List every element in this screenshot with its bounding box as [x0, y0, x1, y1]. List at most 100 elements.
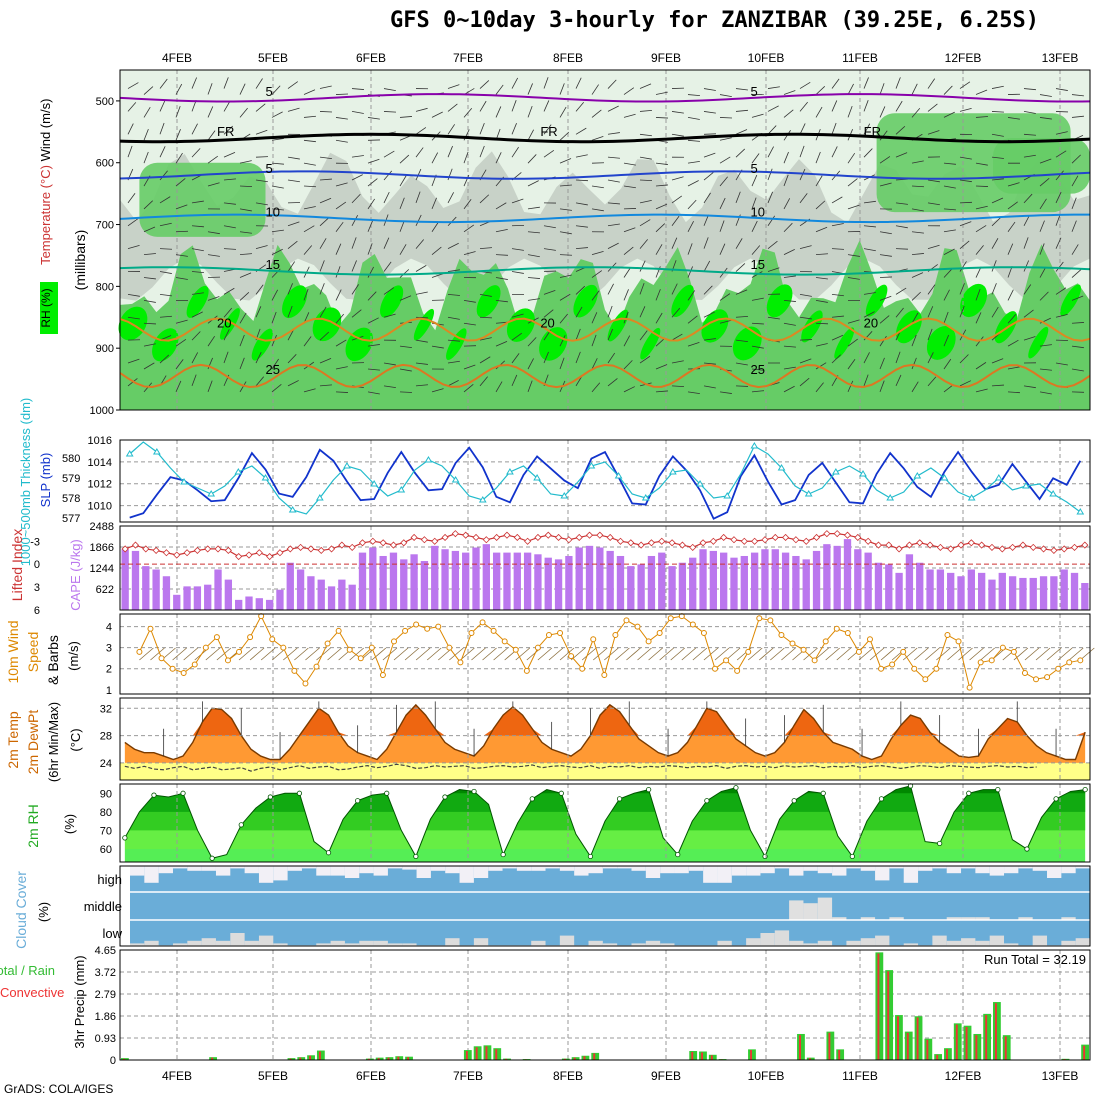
wind-barb: [1055, 150, 1067, 158]
wind-barb: [607, 105, 619, 112]
wind-barb: [495, 152, 502, 164]
wind-barb: [831, 122, 837, 135]
wind-barb: [223, 225, 236, 229]
wind-speed-marker: [180, 669, 187, 676]
cloud-high-clear: [316, 866, 331, 876]
cape-bar: [895, 572, 903, 610]
wind-barb: [511, 271, 524, 274]
lifted-index-marker: [967, 539, 975, 547]
precip-convective-bar: [799, 1035, 801, 1060]
cloud-high-clear: [287, 866, 302, 871]
wind-barb: [879, 182, 892, 187]
wind-barb: [383, 237, 390, 249]
wind-barb: [719, 156, 731, 164]
wind-barb: [1055, 287, 1067, 295]
wind-barb: [319, 238, 327, 249]
wind-barb: [175, 83, 183, 95]
cloud-low-cell: [746, 938, 761, 946]
wind-barb: [127, 82, 139, 89]
wind-barb: [831, 78, 840, 89]
grads-credit: GrADS: COLA/IGES: [4, 1082, 114, 1096]
lifted-index-marker: [482, 536, 490, 544]
wind-barb: [495, 277, 508, 280]
rh2m-marker: [558, 790, 564, 796]
cape-bar: [1008, 576, 1017, 610]
wind-barb: [303, 162, 316, 166]
date-label-top: 9FEB: [651, 51, 681, 65]
wind-barb: [1055, 214, 1061, 226]
wind-barb: [575, 285, 586, 295]
wind-speed-marker: [357, 655, 364, 662]
wind-barb: [783, 151, 789, 164]
wind-barb: [1055, 237, 1062, 249]
wind-barb: [831, 315, 844, 318]
wind-barb: [271, 185, 284, 189]
cloud-low-cell: [903, 943, 919, 946]
wind10m-barb: [559, 647, 575, 661]
wind-barb: [207, 155, 218, 164]
thickness-marker: [315, 494, 324, 501]
wind-barb: [911, 108, 921, 118]
wind-barb: [319, 217, 330, 227]
wind10m-barb: [238, 647, 254, 661]
date-label-bottom: 4FEB: [162, 1069, 192, 1083]
wind-barb: [975, 116, 988, 118]
rh2m-marker: [442, 794, 448, 800]
wind-barb: [959, 201, 973, 204]
wind-barb: [879, 231, 892, 235]
rh-saturated-blob: [413, 308, 435, 341]
wind-barb: [527, 83, 533, 95]
wind-barb: [527, 154, 537, 164]
precip-convective-bar: [309, 1055, 312, 1060]
wind10m-barb: [460, 647, 475, 661]
wind-barb: [687, 220, 694, 232]
wind10m-barb: [216, 647, 232, 661]
wind-barb: [911, 231, 924, 234]
wind-barb: [191, 292, 204, 295]
wind-barb: [399, 135, 412, 141]
wind-barb: [575, 154, 588, 158]
wind-barb: [367, 117, 380, 120]
wind-speed-marker: [723, 657, 730, 664]
wind-barb: [831, 146, 838, 158]
wind-barb: [127, 358, 140, 364]
wind-barb: [127, 316, 140, 320]
wind-barb: [1039, 117, 1052, 120]
wind-barb: [1071, 220, 1077, 232]
isotherm-label: 20: [540, 316, 554, 331]
wind-barb: [879, 315, 890, 324]
wind-barb: [895, 225, 908, 229]
wind-barb: [655, 184, 668, 187]
cape-bar: [771, 549, 779, 610]
wind-barb: [991, 133, 1004, 137]
wind10m-barb: [172, 647, 187, 661]
wind-barb: [1071, 94, 1084, 97]
rh-saturated-blob: [865, 284, 888, 317]
wind-barb: [719, 243, 726, 255]
wind-barb: [143, 362, 155, 370]
precip-convective-bar: [808, 1058, 811, 1060]
wind-barb: [559, 254, 573, 256]
isotherm-5: [119, 93, 1091, 103]
lifted-index-marker: [1050, 546, 1058, 555]
wind-barb: [447, 192, 454, 204]
cloud-high-clear: [703, 866, 718, 883]
wind-barb: [415, 191, 421, 204]
wind-barb: [671, 111, 684, 114]
wind-barb: [463, 300, 476, 303]
wind-barb: [559, 357, 565, 370]
wind-barb: [303, 336, 312, 347]
wind-barb: [831, 294, 844, 297]
wind-barb: [1023, 284, 1032, 295]
wind-barb: [879, 156, 891, 164]
wind-barb: [687, 139, 700, 142]
wind-barb: [287, 221, 300, 227]
wind-speed-marker: [667, 615, 674, 622]
rh2m-unit-label: (%): [62, 814, 77, 834]
wind-barb: [719, 220, 725, 232]
cape-bar: [389, 552, 398, 610]
wind-barb: [255, 352, 262, 364]
cloud-high-clear: [430, 866, 446, 871]
cape-bar: [658, 552, 666, 610]
date-label-top: 12FEB: [945, 51, 982, 65]
